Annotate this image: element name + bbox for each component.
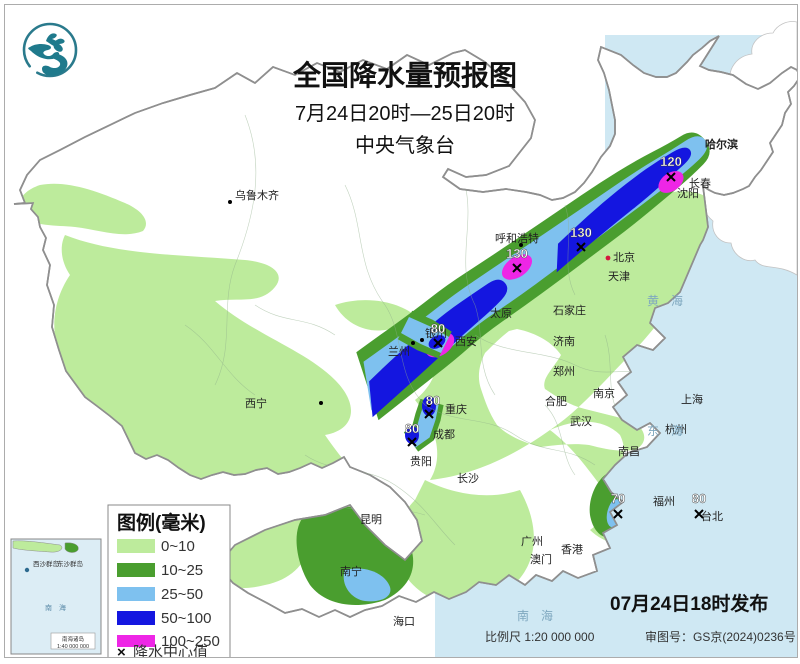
- svg-text:×: ×: [117, 644, 126, 657]
- svg-text:图例(毫米): 图例(毫米): [117, 511, 206, 534]
- svg-text:南京: 南京: [593, 386, 615, 400]
- svg-text:10~25: 10~25: [161, 562, 203, 579]
- svg-text:全国降水量预报图: 全国降水量预报图: [292, 59, 517, 91]
- svg-text:长春: 长春: [689, 177, 711, 190]
- svg-text:北京: 北京: [613, 250, 635, 264]
- svg-text:济南: 济南: [553, 334, 575, 348]
- svg-text:东沙群岛: 东沙群岛: [57, 559, 83, 568]
- svg-text:合肥: 合肥: [545, 394, 567, 408]
- svg-text:80: 80: [431, 321, 445, 336]
- svg-text:25~50: 25~50: [161, 586, 203, 603]
- svg-text:比例尺 1:20 000 000: 比例尺 1:20 000 000: [485, 630, 595, 644]
- svg-text:南昌: 南昌: [618, 445, 640, 458]
- svg-text:0~10: 0~10: [161, 538, 195, 555]
- svg-text:福州: 福州: [653, 494, 675, 508]
- svg-text:太原: 太原: [490, 307, 512, 320]
- svg-text:澳门: 澳门: [530, 552, 552, 566]
- svg-text:南宁: 南宁: [340, 564, 362, 578]
- svg-text:中央气象台: 中央气象台: [355, 134, 455, 157]
- svg-text:长沙: 长沙: [457, 472, 479, 485]
- svg-text:海口: 海口: [393, 614, 415, 628]
- svg-text:西安: 西安: [455, 334, 477, 348]
- svg-text:香港: 香港: [561, 543, 583, 556]
- svg-text:重庆: 重庆: [445, 402, 467, 416]
- svg-text:台北: 台北: [701, 509, 723, 523]
- svg-text:南海诸岛: 南海诸岛: [62, 635, 85, 643]
- svg-text:兰州: 兰州: [388, 345, 410, 358]
- svg-text:西宁: 西宁: [245, 396, 267, 410]
- svg-text:130: 130: [570, 225, 592, 240]
- svg-text:昆明: 昆明: [360, 513, 382, 526]
- svg-text:乌鲁木齐: 乌鲁木齐: [235, 188, 279, 202]
- svg-text:天津: 天津: [608, 270, 630, 283]
- svg-text:哈尔滨: 哈尔滨: [705, 137, 738, 151]
- svg-text:80: 80: [426, 393, 440, 408]
- svg-text:石家庄: 石家庄: [553, 303, 586, 317]
- svg-text:贵阳: 贵阳: [410, 455, 432, 468]
- svg-text:南 海: 南 海: [517, 608, 553, 623]
- svg-text:7月24日20时—25日20时: 7月24日20时—25日20时: [295, 102, 515, 125]
- svg-text:成都: 成都: [433, 428, 455, 441]
- svg-text:黄 海: 黄 海: [647, 293, 683, 308]
- svg-text:西沙群岛: 西沙群岛: [33, 559, 59, 568]
- svg-text:50~100: 50~100: [161, 610, 211, 627]
- svg-text:130: 130: [506, 246, 528, 261]
- svg-text:东 海: 东 海: [647, 423, 683, 438]
- svg-text:审图号：GS京(2024)0236号: 审图号：GS京(2024)0236号: [645, 629, 796, 644]
- svg-text:07月24日18时发布: 07月24日18时发布: [610, 592, 768, 615]
- svg-text:120: 120: [660, 154, 682, 169]
- svg-text:80: 80: [405, 421, 419, 436]
- svg-text:郑州: 郑州: [553, 364, 575, 378]
- svg-text:80: 80: [692, 491, 706, 506]
- svg-text:南 海: 南 海: [45, 603, 66, 612]
- svg-text:1:40 000 000: 1:40 000 000: [57, 644, 89, 650]
- svg-text:武汉: 武汉: [570, 415, 592, 428]
- svg-text:70: 70: [611, 491, 625, 506]
- svg-text:呼和浩特: 呼和浩特: [495, 231, 539, 245]
- svg-text:降水中心值: 降水中心值: [133, 644, 208, 657]
- svg-text:上海: 上海: [681, 392, 703, 406]
- svg-text:广州: 广州: [521, 535, 543, 548]
